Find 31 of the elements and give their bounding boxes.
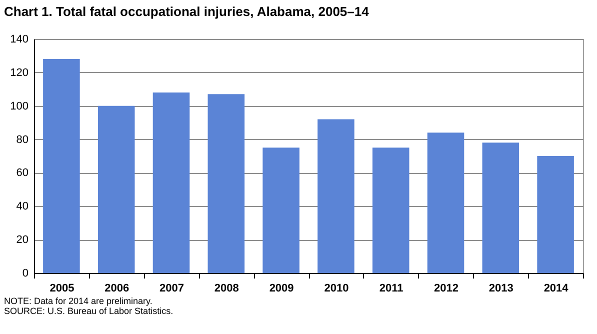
y-tick-label: 100 (10, 100, 28, 112)
text: NOTE: Data for 2014 are preliminary. (4, 296, 152, 306)
x-tick-label: 2009 (269, 282, 294, 294)
y-tick-label: 60 (16, 167, 28, 180)
y-tick-label: 20 (16, 234, 28, 246)
bar (372, 148, 410, 273)
y-tick-label: 0 (22, 268, 28, 280)
bar (427, 132, 464, 273)
x-tick-label: 2008 (214, 282, 239, 294)
y-tick-label: 120 (10, 66, 28, 79)
bar (208, 94, 245, 273)
x-tick-label: 2010 (324, 282, 349, 294)
x-tick-label: 2006 (104, 282, 130, 294)
x-tick-label: 2007 (160, 282, 184, 294)
x-tick-label: 2014 (544, 282, 570, 294)
x-tick-label: 2013 (488, 282, 514, 294)
bar (318, 119, 354, 273)
bar (537, 156, 574, 273)
bar (262, 148, 300, 273)
x-tick-label: 2005 (50, 282, 74, 294)
y-tick-label: 80 (16, 134, 28, 146)
bar (482, 142, 520, 273)
bar (152, 92, 190, 273)
x-tick-label: 2011 (379, 282, 404, 294)
y-tick-label: 140 (10, 34, 28, 46)
x-tick-label: 2012 (434, 282, 458, 294)
y-tick-label: 40 (16, 200, 28, 213)
bar (98, 106, 135, 273)
chart-title: Chart 1. Total fatal occupational injuries, Alabama, 2005–14 (4, 4, 370, 19)
source-note: SOURCE: U.S. Bureau of Labor Statistics. (4, 306, 174, 316)
bar (43, 59, 80, 273)
